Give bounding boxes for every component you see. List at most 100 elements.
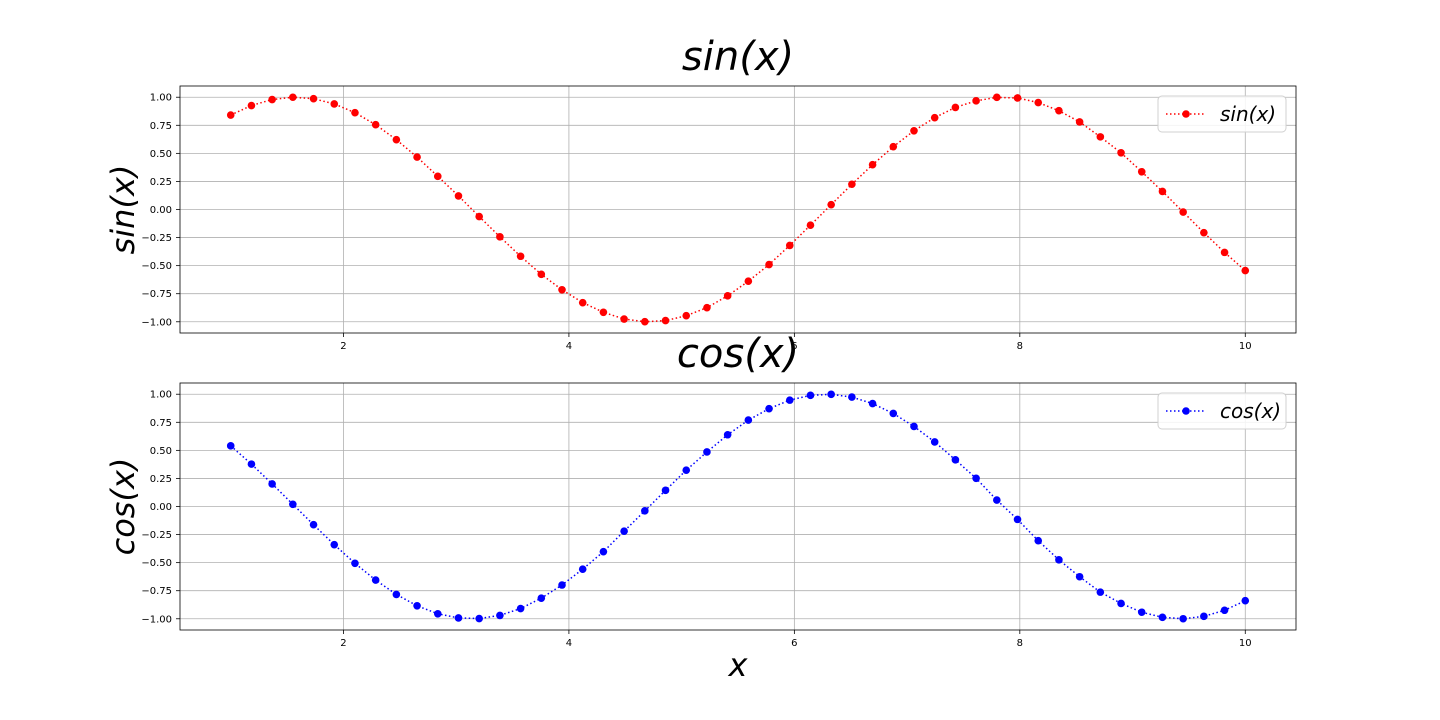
chart1-xtick-label-1: 4	[566, 341, 572, 352]
chart2-point-2	[268, 480, 276, 488]
chart2-xtick-label-1: 4	[566, 638, 572, 649]
chart2-point-8	[392, 590, 401, 599]
chart1-point-30	[848, 180, 856, 189]
chart1-point-24	[723, 292, 732, 300]
chart1-point-28	[806, 221, 815, 230]
chart2-xtick-label-3: 8	[1017, 638, 1023, 649]
chart2-ytick-label-2: 0.50	[150, 446, 172, 457]
chart2-point-32	[889, 409, 898, 418]
chart1-point-19	[620, 315, 628, 323]
chart1-point-43	[1117, 148, 1125, 157]
chart1-point-26	[765, 260, 773, 269]
chart2-legend-marker	[1182, 407, 1190, 415]
chart1-point-45	[1158, 187, 1167, 196]
chart2-point-25	[744, 416, 753, 424]
chart2-point-39	[1034, 536, 1043, 545]
chart2-point-49	[1241, 596, 1250, 605]
chart1-ytick-label-0: 1.00	[150, 93, 172, 104]
chart1-point-11	[454, 192, 463, 200]
chart2-point-47	[1200, 612, 1208, 621]
chart1-point-46	[1179, 208, 1187, 216]
chart2-point-15	[537, 594, 546, 602]
chart2-point-23	[703, 448, 711, 456]
chart1-point-25	[744, 277, 753, 286]
chart2-xlabel: x	[728, 646, 749, 684]
chart1-point-41	[1075, 118, 1084, 126]
chart2-point-48	[1220, 606, 1229, 615]
chart2-ytick-label-1: 0.75	[150, 418, 172, 429]
chart2-ytick-label-6: −0.50	[141, 558, 172, 569]
chart1-ytick-label-5: −0.25	[141, 233, 172, 244]
chart2-point-43	[1117, 599, 1125, 608]
chart2-point-9	[413, 601, 421, 610]
chart1-series-line-0	[230, 96, 1246, 323]
chart1-point-9	[413, 153, 421, 161]
chart2-legend-label: cos(x)	[1220, 399, 1281, 423]
chart1-point-29	[827, 200, 835, 209]
chart2-point-40	[1055, 556, 1063, 564]
chart1-point-7	[371, 120, 380, 129]
chart2-point-22	[682, 466, 691, 474]
chart1-point-14	[516, 252, 525, 261]
chart1-point-42	[1096, 133, 1105, 141]
chart2-point-20	[641, 507, 649, 515]
chart2-point-1	[247, 460, 256, 468]
chart2-point-21	[661, 486, 670, 495]
chart1-ytick-label-2: 0.50	[150, 149, 172, 160]
chart1-xtick-label-2: 6	[791, 341, 797, 352]
chart2-point-6	[351, 559, 359, 568]
chart2-ytick-label-4: 0.00	[150, 502, 172, 513]
chart1-point-34	[930, 113, 939, 122]
chart2-point-38	[1013, 515, 1022, 524]
chart1-ytick-label-3: 0.25	[150, 177, 172, 188]
chart2-point-18	[599, 547, 608, 556]
chart2-ytick-label-8: −1.00	[141, 614, 172, 625]
chart2-point-11	[454, 614, 463, 622]
chart2-ylabel: cos(x)	[104, 458, 142, 556]
chart1-ytick-label-4: 0.00	[150, 205, 172, 216]
chart1-xtick-label-4: 10	[1239, 341, 1252, 352]
chart2-point-45	[1158, 613, 1167, 622]
chart1-point-27	[785, 241, 794, 250]
chart1-point-35	[951, 103, 960, 112]
chart2-point-34	[930, 438, 939, 446]
chart1-point-44	[1137, 167, 1146, 176]
chart2-point-35	[951, 456, 960, 464]
chart1-point-16	[558, 285, 566, 294]
chart2-point-14	[516, 604, 525, 613]
chart1-point-31	[868, 160, 877, 169]
chart1-point-5	[330, 100, 339, 108]
chart1-point-23	[703, 303, 711, 312]
chart1-point-8	[392, 135, 401, 144]
chart2-point-10	[433, 609, 442, 618]
chart1-point-22	[682, 311, 691, 320]
chart1-legend-box	[1157, 95, 1287, 133]
chart1-point-0	[226, 111, 235, 119]
chart1-point-3	[289, 93, 297, 102]
chart2-point-5	[330, 540, 339, 549]
chart2-point-26	[765, 404, 773, 413]
chart2-point-27	[785, 396, 794, 404]
chart1-point-40	[1055, 106, 1063, 115]
chart2-ytick-label-5: −0.25	[141, 530, 172, 541]
chart1-xtick-label-0: 2	[340, 341, 346, 352]
chart1-point-12	[475, 212, 483, 221]
chart2-point-3	[289, 500, 297, 509]
chart1-point-20	[641, 317, 649, 326]
chart1-point-4	[309, 94, 318, 103]
chart1-point-47	[1200, 228, 1208, 237]
chart2-point-42	[1096, 588, 1105, 596]
chart2-series-line-0	[230, 393, 1246, 620]
chart2-point-37	[993, 496, 1001, 504]
chart2-ytick-label-7: −0.75	[141, 586, 172, 597]
chart1-point-49	[1241, 266, 1250, 275]
chart2-ytick-label-0: 1.00	[150, 390, 172, 401]
chart2-point-16	[558, 581, 566, 589]
chart1-point-13	[496, 233, 504, 241]
chart2-ytick-label-3: 0.25	[150, 474, 172, 485]
chart1-ylabel: sin(x)	[104, 165, 142, 255]
chart2-title: cos(x)	[677, 331, 799, 377]
chart1-xtick-label-3: 8	[1017, 341, 1023, 352]
chart1-ytick-label-8: −1.00	[141, 317, 172, 328]
